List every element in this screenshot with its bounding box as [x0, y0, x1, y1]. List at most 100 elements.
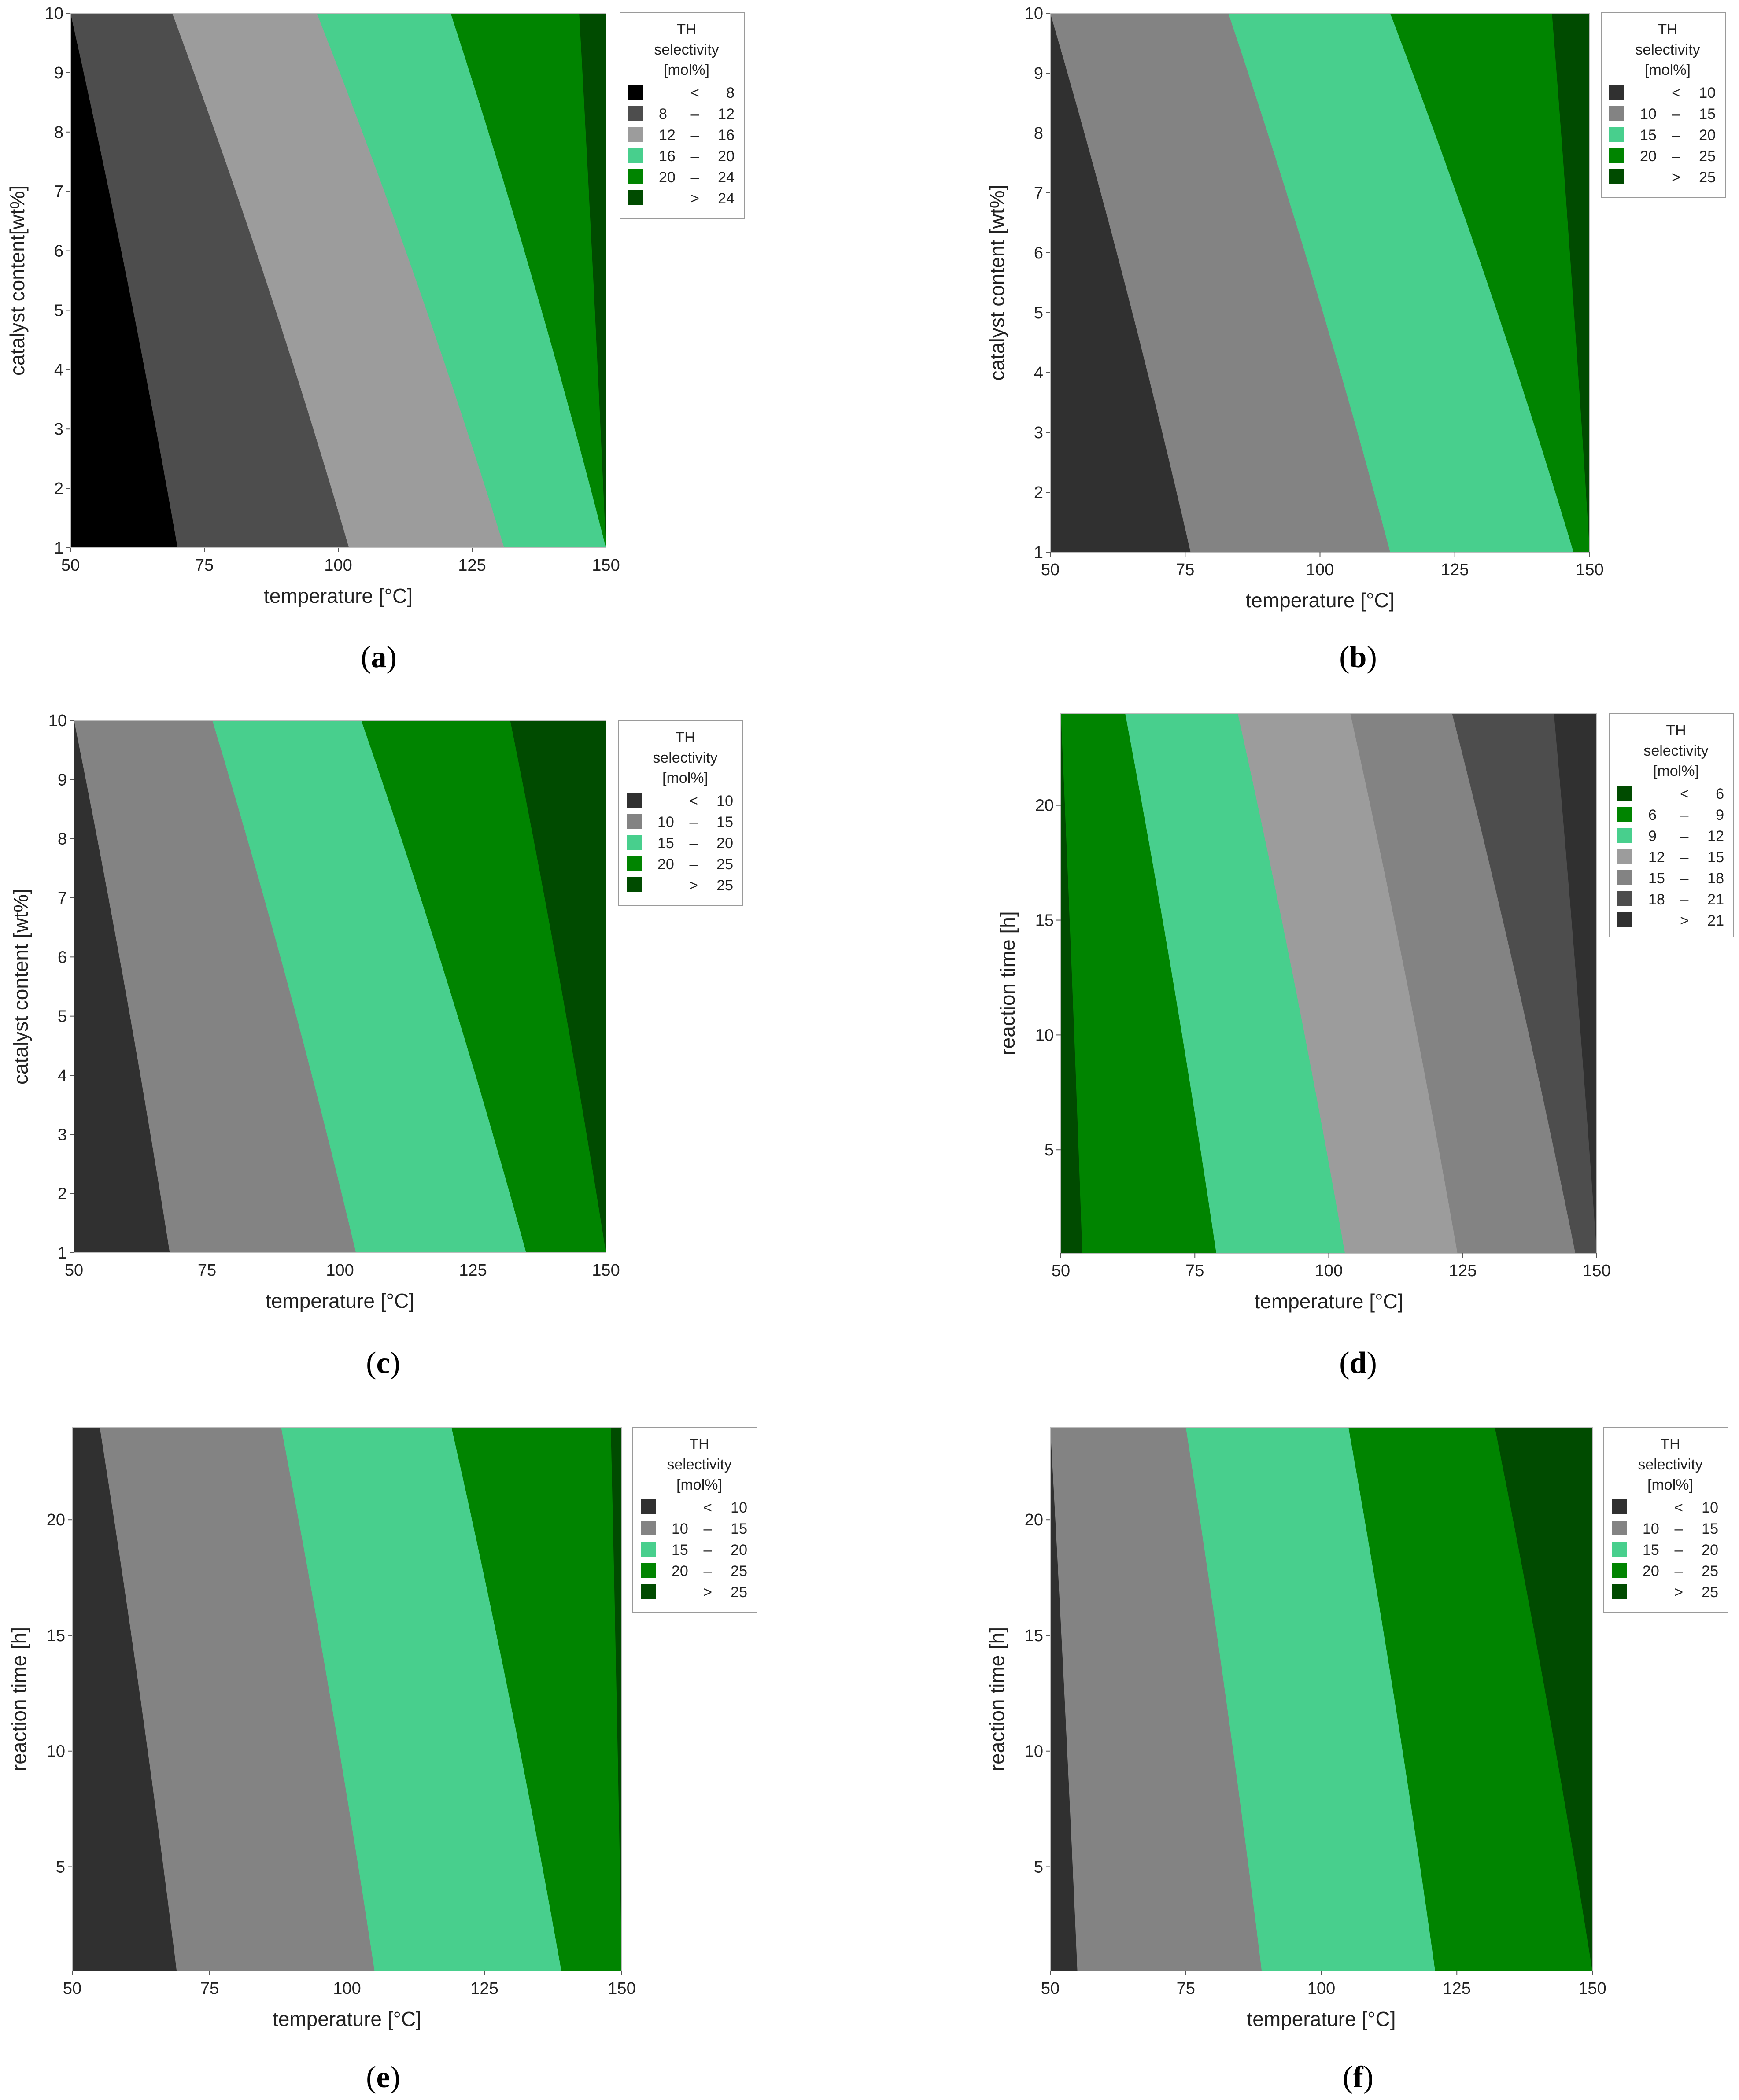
y-tick-label: 8: [58, 830, 67, 849]
x-tick-label: 100: [1306, 561, 1334, 579]
y-axis-title: catalyst content[wt%]: [6, 185, 29, 376]
y-tick-label: 7: [1034, 184, 1043, 203]
legend-range-high: 10: [731, 1499, 747, 1516]
legend-range-separator: >: [690, 190, 699, 207]
legend-swatch: [1612, 1542, 1627, 1557]
x-tick-label: 150: [608, 1979, 635, 1998]
x-tick-label: 150: [1576, 561, 1603, 579]
legend-swatch: [1609, 148, 1624, 163]
legend-range-separator: >: [1672, 169, 1680, 186]
y-tick-label: 15: [47, 1627, 65, 1645]
y-tick-label: 15: [1035, 912, 1054, 930]
x-tick-label: 75: [195, 556, 214, 575]
legend-range-low: 20: [657, 856, 674, 873]
x-tick-label: 100: [333, 1979, 361, 1998]
x-tick-label: 50: [1052, 1262, 1070, 1280]
panel-caption: (d): [1339, 1346, 1377, 1380]
legend-title: TH: [676, 21, 696, 38]
legend-range-separator: –: [704, 1542, 712, 1558]
legend-title: [mol%]: [1647, 1476, 1693, 1493]
x-axis-title: temperature [°C]: [1246, 589, 1395, 612]
legend-range-high: 10: [1702, 1499, 1718, 1516]
x-tick-label: 125: [470, 1979, 498, 1998]
legend-title: selectivity: [1638, 1456, 1702, 1473]
legend-range-low: 10: [1640, 106, 1657, 122]
legend-range-low: 16: [659, 148, 676, 165]
legend-range-high: 20: [716, 835, 733, 852]
legend-range-low: 15: [1640, 127, 1657, 144]
legend-range-separator: –: [1675, 1563, 1683, 1580]
y-axis-title: catalyst content [wt%]: [986, 185, 1008, 381]
legend-range-separator: –: [1680, 870, 1689, 887]
y-tick-label: 10: [45, 4, 63, 23]
legend-swatch: [641, 1542, 656, 1557]
y-axis-title: catalyst content [wt%]: [9, 889, 32, 1085]
x-tick-label: 100: [1315, 1262, 1343, 1280]
legend-swatch: [628, 127, 643, 142]
panel-caption: (a): [361, 640, 397, 674]
legend-range-high: 18: [1707, 870, 1724, 887]
x-tick-label: 100: [326, 1261, 354, 1280]
legend-swatch: [641, 1521, 656, 1535]
legend-range-high: 25: [1702, 1563, 1718, 1580]
legend-title: TH: [1666, 722, 1686, 739]
legend-range-high: 24: [718, 169, 735, 186]
legend-swatch: [1609, 127, 1624, 142]
y-tick-label: 1: [58, 1244, 67, 1262]
y-tick-label: 2: [1034, 483, 1043, 502]
panel-caption: (f): [1343, 2060, 1373, 2094]
y-tick-label: 10: [1025, 4, 1043, 23]
panel-c: 50 75 100 125 150 1 2 3 4 5 6 7 8 9 10 temperature [°C]…: [9, 712, 743, 1380]
legend-range-separator: –: [1680, 891, 1689, 908]
legend-range-high: 10: [716, 793, 733, 809]
y-tick-label: 1: [1034, 543, 1043, 562]
x-axis-title: temperature [°C]: [1255, 1290, 1403, 1313]
y-tick-label: 10: [48, 712, 67, 730]
legend-range-low: 8: [659, 106, 667, 122]
legend-swatch: [1617, 807, 1632, 822]
y-tick-label: 2: [54, 480, 63, 498]
legend-range-separator: –: [1672, 148, 1680, 165]
legend-range-separator: –: [690, 835, 698, 852]
legend-range-high: 24: [718, 190, 735, 207]
legend-range-separator: <: [1672, 85, 1680, 101]
legend-range-separator: –: [1675, 1542, 1683, 1558]
legend-range-separator: –: [1675, 1521, 1683, 1537]
legend-range-high: 10: [1699, 85, 1716, 101]
legend-swatch: [1612, 1584, 1627, 1599]
x-tick-label: 50: [65, 1261, 83, 1280]
legend-range-low: 20: [659, 169, 676, 186]
legend-swatch: [627, 793, 642, 808]
legend-swatch: [1617, 849, 1632, 864]
legend-title: [mol%]: [662, 770, 708, 786]
x-tick-label: 75: [1176, 561, 1194, 579]
legend-range-separator: –: [1680, 828, 1689, 845]
y-tick-label: 3: [1034, 424, 1043, 442]
legend-title: selectivity: [667, 1456, 731, 1473]
legend-title: [mol%]: [1645, 62, 1691, 78]
legend-range-high: 15: [716, 814, 733, 830]
legend-range-high: 20: [1699, 127, 1716, 144]
legend-range-high: 16: [718, 127, 735, 144]
x-tick-label: 150: [592, 556, 620, 575]
legend-swatch: [627, 856, 642, 871]
legend-range-separator: <: [689, 793, 698, 809]
legend-range-high: 20: [718, 148, 735, 165]
y-tick-label: 15: [1025, 1627, 1043, 1645]
y-tick-label: 5: [56, 1858, 65, 1877]
legend-range-high: 20: [731, 1542, 747, 1558]
y-tick-label: 6: [58, 948, 67, 967]
x-tick-label: 50: [1041, 1979, 1060, 1998]
y-tick-label: 20: [47, 1511, 65, 1529]
legend-range-separator: –: [1672, 127, 1680, 144]
x-axis-title: temperature [°C]: [1247, 2008, 1396, 2030]
legend-swatch: [1609, 85, 1624, 100]
legend-range-separator: –: [691, 148, 699, 165]
legend-range-high: 21: [1707, 912, 1724, 929]
contour-band: [1495, 1427, 1592, 1971]
legend-range-separator: –: [691, 127, 699, 144]
y-tick-label: 6: [1034, 244, 1043, 262]
